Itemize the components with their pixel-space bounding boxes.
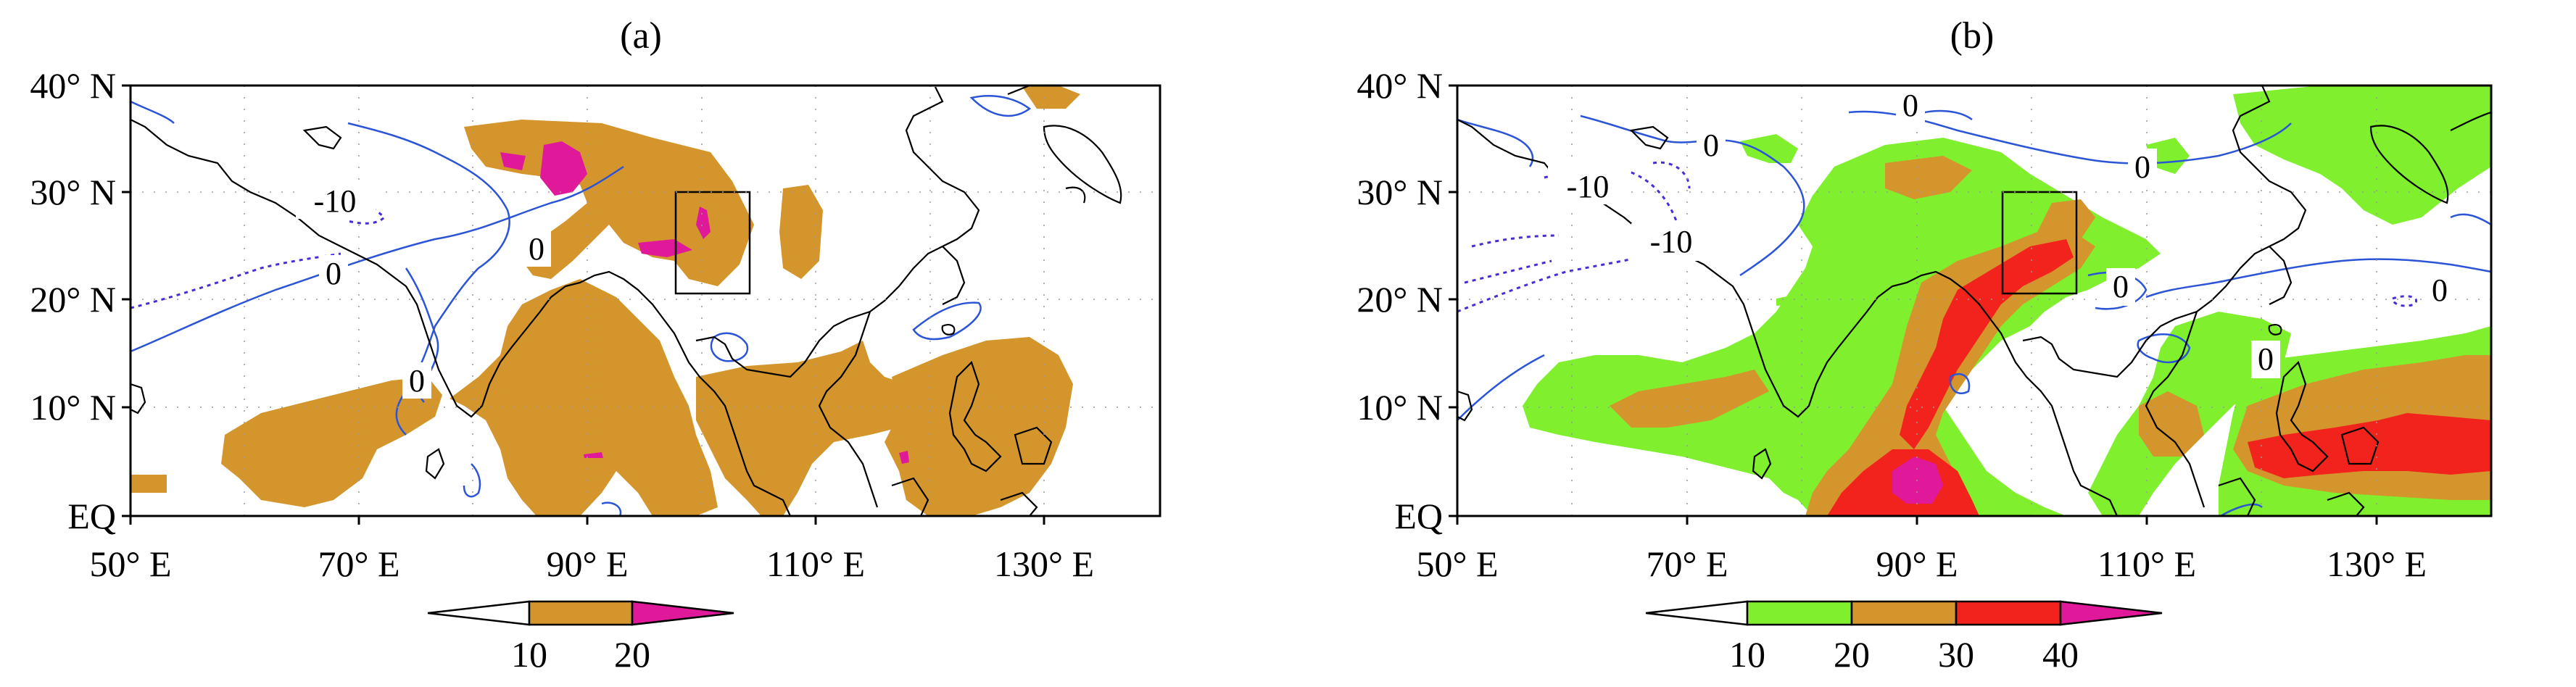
panel-b-contour-labels: 0 0 0 -10 -10 0 0 0 xyxy=(1548,86,2454,378)
panel-a-frame xyxy=(129,84,1161,517)
panel-b-shading-40-plus xyxy=(1892,457,1943,504)
panel-b-ytick-40n: 40° N xyxy=(1357,65,1443,106)
panel-a-xtick-90e: 90° E xyxy=(546,544,628,584)
panel-a-label: (a) xyxy=(620,15,662,57)
panel-b-label: (b) xyxy=(1950,15,1995,57)
panel-b-frame xyxy=(1456,84,2493,517)
panel-b-contour-label-0e: 0 xyxy=(2432,272,2448,308)
panel-b-xtick-70e: 70° E xyxy=(1646,544,1728,584)
panel-a-xtick-130e: 130° E xyxy=(994,544,1094,584)
panel-a-y-axis-labels: 40° N 30° N 20° N 10° N EQ xyxy=(30,65,116,536)
panel-b-map xyxy=(1457,86,2491,516)
panel-a-contour-label-0a: 0 xyxy=(529,231,544,267)
panel-a: (a) xyxy=(30,15,1161,675)
panel-b-contour-label-neg10b: -10 xyxy=(1650,224,1693,259)
panel-a-shading-20-plus xyxy=(500,141,909,464)
panel-a-ytick-10n: 10° N xyxy=(30,387,116,428)
panel-b-colorbar-red xyxy=(1955,600,2062,626)
panel-b-y-axis-labels: 40° N 30° N 20° N 10° N EQ xyxy=(1357,65,1443,536)
panel-b-colorbar-high xyxy=(2059,600,2163,626)
panel-b-contour-label-0d: 0 xyxy=(2113,269,2129,304)
panel-b-xtick-110e: 110° E xyxy=(2097,544,2196,584)
panel-a-colorbar-high xyxy=(631,600,734,626)
panel-a-xtick-110e: 110° E xyxy=(766,544,865,584)
panel-b-ytick-30n: 30° N xyxy=(1357,172,1443,212)
panel-b-xtick-50e: 50° E xyxy=(1416,544,1498,584)
panel-b-coastline xyxy=(1457,86,2491,516)
panel-b-ytick-eq: EQ xyxy=(1394,496,1443,536)
panel-b-colorbar-label-10: 10 xyxy=(1729,634,1765,675)
panel-a-colorbar-low xyxy=(427,600,531,626)
panel-b-contour-label-0f: 0 xyxy=(2258,341,2274,377)
panel-a-contour-labels: -10 0 0 0 xyxy=(296,181,551,399)
panel-a-colorbar-label-20: 20 xyxy=(614,634,650,675)
panel-a-contour-label-0c: 0 xyxy=(409,363,425,399)
panel-a-ytick-30n: 30° N xyxy=(30,172,116,212)
panel-a-ticks xyxy=(122,84,1045,525)
panel-a-xtick-50e: 50° E xyxy=(89,544,171,584)
panel-b-region-box xyxy=(2001,191,2078,295)
panel-b-ytick-20n: 20° N xyxy=(1357,279,1443,320)
panel-b-xtick-90e: 90° E xyxy=(1876,544,1958,584)
panel-b-colorbar xyxy=(1645,600,2163,626)
panel-a-ytick-20n: 20° N xyxy=(30,279,116,320)
panel-b-ytick-10n: 10° N xyxy=(1357,387,1443,428)
panel-a-map xyxy=(131,86,1160,516)
panel-a-x-axis-labels: 50° E 70° E 90° E 110° E 130° E xyxy=(89,544,1094,584)
panel-a-colorbar-mid xyxy=(528,600,634,626)
panel-b-contour-label-0c: 0 xyxy=(2134,149,2150,185)
panel-a-xtick-70e: 70° E xyxy=(318,544,399,584)
panel-b-colorbar-label-20: 20 xyxy=(1834,634,1870,675)
panel-b-colorbar-orange xyxy=(1850,600,1958,626)
panel-a-ytick-eq: EQ xyxy=(67,496,116,536)
panel-b-contour-label-neg10a: -10 xyxy=(1567,169,1610,204)
panel-a-colorbar xyxy=(427,600,734,626)
panel-b-colorbar-green xyxy=(1746,600,1853,626)
panel-b-contour-label-0b: 0 xyxy=(1703,128,1719,163)
panel-b-colorbar-low xyxy=(1645,600,1749,626)
panel-a-coastline xyxy=(131,86,1122,516)
panel-b-contour-label-0a: 0 xyxy=(1902,88,1918,123)
panel-a-colorbar-label-10: 10 xyxy=(511,634,547,675)
panel-b-xtick-130e: 130° E xyxy=(2327,544,2427,584)
panel-a-ytick-40n: 40° N xyxy=(30,65,116,106)
panel-a-contour-label-0b: 0 xyxy=(326,256,341,291)
panel-b: (b) xyxy=(1357,15,2493,675)
panel-a-contour-label-neg10: -10 xyxy=(314,183,357,219)
panel-b-ticks xyxy=(1449,84,2378,525)
panel-a-region-box xyxy=(674,191,751,295)
panel-b-colorbar-label-30: 30 xyxy=(1938,634,1974,675)
panel-a-shading-10-20 xyxy=(131,86,1080,516)
panel-b-colorbar-label-40: 40 xyxy=(2042,634,2079,675)
panel-b-x-axis-labels: 50° E 70° E 90° E 110° E 130° E xyxy=(1416,544,2427,584)
